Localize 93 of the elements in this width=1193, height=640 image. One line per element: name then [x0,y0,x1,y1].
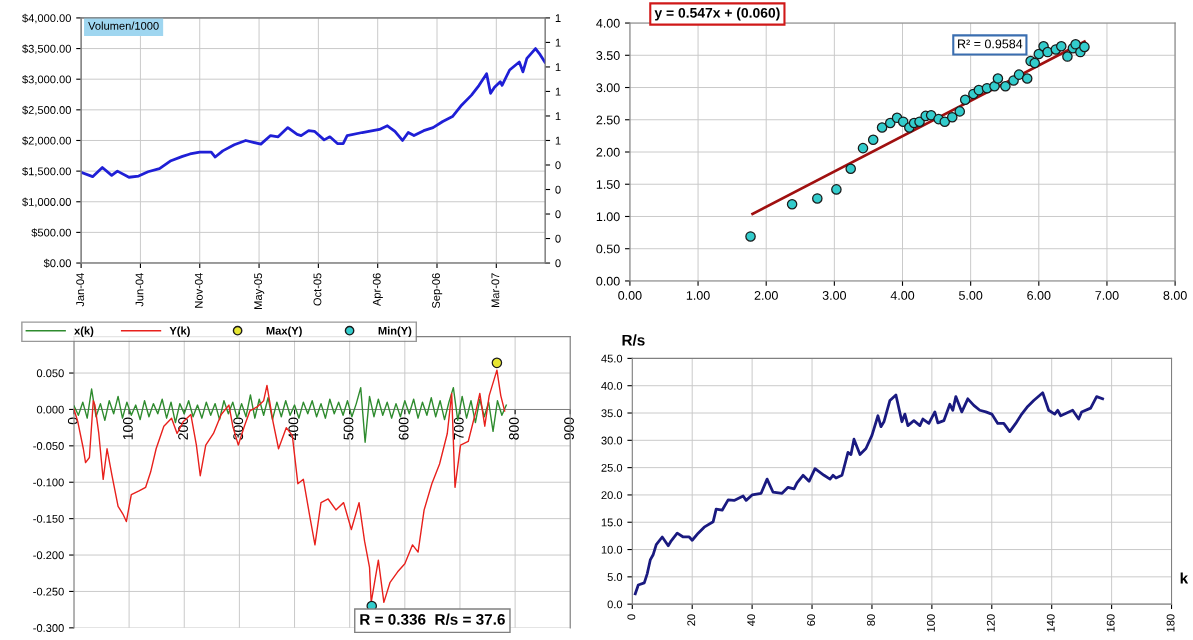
x-tick-label: May-05 [254,273,265,309]
y-tick-label: -0.300 [33,624,64,632]
y-tick-label: 0.0 [607,600,623,609]
legend-label: Min(Y) [378,326,412,337]
x-tick-label: Jun-04 [135,273,144,307]
annotation: R = 0.336 R/s = 37.6 [360,613,505,625]
y-tick-label: $500.00 [31,228,71,238]
y2-tick-label: 0 [555,210,561,219]
x-tick-label: 20 [687,614,696,626]
y-tick-label: $3,000.00 [22,75,71,85]
y2-tick-label: 1 [555,38,561,47]
x-tick-label: 600 [398,417,409,440]
y-tick-label: 0.50 [596,244,620,254]
x-tick-label: 6.00 [1027,291,1051,300]
y-tick-label: 2.00 [596,147,620,157]
x-tick-label: 0.00 [618,291,642,300]
x-tick-label: Nov-04 [194,273,203,308]
x-axis-title: k [1180,572,1189,584]
y2-tick-label: 1 [555,63,561,71]
x-tick-label: 500 [343,417,354,440]
x-tick-label: 3.00 [822,291,847,300]
y-tick-label: 5.0 [607,573,623,581]
y-tick-label: 2.50 [596,115,620,125]
x-tick-label: 5.00 [958,291,983,300]
y-tick-label: $2,000.00 [22,136,71,146]
x-tick-label: 700 [453,417,464,440]
x-tick-label: 100 [926,614,935,632]
x-tick-label: 800 [509,417,519,440]
x-tick-label: 120 [986,614,995,632]
y-axis-title: R/s [622,334,645,346]
x-tick-label: 80 [867,614,875,626]
y2-tick-label: 1 [555,112,561,120]
legend-label: x(k) [74,326,94,337]
y-tick-label: $2,500.00 [22,105,71,116]
y-tick-label: 0.000 [36,405,64,414]
x-tick-label: 140 [1046,614,1055,632]
y-tick-label: -0.100 [33,478,64,487]
x-tick-label: 400 [288,417,299,440]
legend-label: Max(Y) [266,326,302,337]
y-tick-label: 15.0 [601,518,623,527]
x-tick-label: Jan-04 [76,273,85,307]
y-tick-label: 0.050 [36,369,64,378]
y-tick-label: -0.150 [33,514,64,523]
x-tick-label: 40 [747,614,756,626]
y2-tick-label: 0 [555,234,561,243]
x-tick-label: 8.00 [1163,291,1187,300]
y2-tick-label: 0 [555,259,561,268]
x-tick-label: Mar-07 [491,273,500,308]
y-tick-label: -0.050 [33,442,64,450]
y-tick-label: $4,000.00 [22,13,71,24]
x-tick-label: Apr-06 [372,273,383,307]
annotation: Volumen/1000 [88,21,159,30]
y-tick-label: 10.0 [601,545,623,554]
y-tick-label: 35.0 [601,409,623,418]
x-tick-label: 2.00 [754,291,778,300]
y-tick-label: 40.0 [601,381,623,390]
y-tick-label: -0.200 [33,551,64,560]
y-tick-label: 3.00 [596,83,620,93]
y-tick-label: -0.250 [33,587,64,596]
x-tick-label: 900 [564,417,574,440]
y-tick-label: $3,500.00 [22,44,71,55]
y-tick-label: 20.0 [601,491,623,500]
y-tick-label: 3.50 [596,51,620,60]
x-tick-label: 0 [67,417,78,425]
y-tick-label: $1,500.00 [22,166,71,177]
x-tick-label: 200 [178,417,188,440]
x-tick-label: Sep-06 [432,273,443,309]
x-tick-label: 180 [1166,614,1175,632]
x-tick-label: 160 [1106,614,1115,632]
y2-tick-label: 0 [555,161,561,170]
y-tick-label: 25.0 [601,463,623,472]
y-tick-label: 45.0 [601,354,623,363]
x-tick-label: 100 [123,417,133,440]
y-tick-label: 1.50 [596,180,620,189]
y2-tick-label: 1 [555,87,561,96]
y2-tick-label: 0 [555,185,561,194]
x-tick-label: 0 [627,614,636,620]
x-tick-label: Oct-05 [313,273,322,306]
text: y = 0.547x + (0.060) [654,7,780,21]
y-tick-label: $1,000.00 [22,197,71,208]
annotation: R² = 0.9584 [958,39,1023,49]
x-tick-label: 7.00 [1095,291,1119,300]
y-tick-label: 4.00 [596,18,620,28]
y2-tick-label: 1 [555,136,561,145]
x-tick-label: 4.00 [890,291,915,300]
x-tick-label: 60 [807,614,816,626]
legend-label: Y(k) [169,326,190,337]
y-tick-label: 30.0 [601,436,623,445]
y-tick-label: $0.00 [43,258,71,268]
x-tick-label: 1.00 [686,291,710,300]
y-tick-label: 1.00 [596,212,620,222]
y2-tick-label: 1 [555,14,561,22]
x-tick-label: 300 [233,417,244,440]
